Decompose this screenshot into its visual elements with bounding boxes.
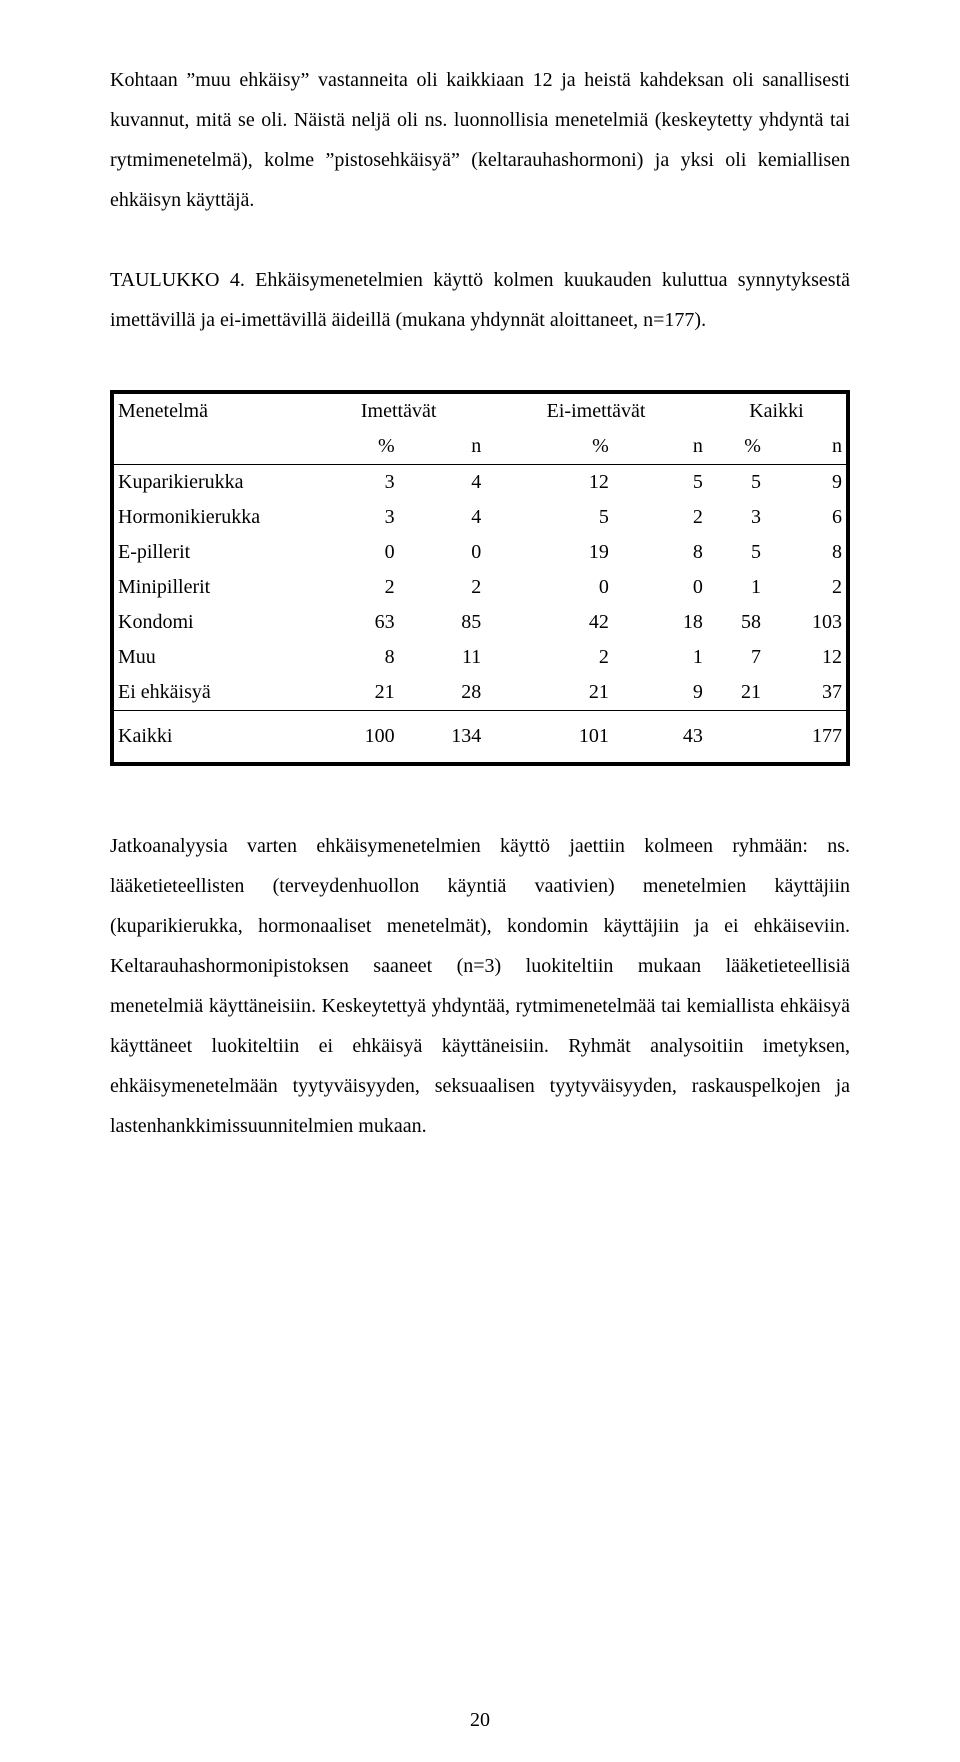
page-number: 20 [0,1709,960,1732]
cell: 2 [312,570,399,605]
cell: 177 [765,711,848,765]
col-header-method: Menetelmä [112,392,312,429]
table-row: Minipillerit 2 2 0 0 1 2 [112,570,848,605]
row-label: Kuparikierukka [112,465,312,501]
cell: 2 [765,570,848,605]
row-label: Hormonikierukka [112,500,312,535]
row-label: Minipillerit [112,570,312,605]
cell: 0 [613,570,707,605]
cell: 43 [613,711,707,765]
row-label: Kondomi [112,605,312,640]
table-row: Muu 8 11 2 1 7 12 [112,640,848,675]
cell: 21 [707,675,765,711]
document-page: Kohtaan ”muu ehkäisy” vastanneita oli ka… [0,0,960,1762]
cell: 5 [707,465,765,501]
cell: 6 [765,500,848,535]
table-total-row: Kaikki 100 134 101 43 177 [112,711,848,765]
row-label: Muu [112,640,312,675]
cell: 21 [485,675,613,711]
cell: 0 [399,535,486,570]
cell: 103 [765,605,848,640]
cell: 0 [485,570,613,605]
sub-pct-3: % [707,429,765,465]
cell: 42 [485,605,613,640]
table-header-row-2: % n % n % n [112,429,848,465]
sub-pct-1: % [312,429,399,465]
cell: 8 [312,640,399,675]
cell: 12 [765,640,848,675]
cell: 11 [399,640,486,675]
table-row: E-pillerit 0 0 19 8 5 8 [112,535,848,570]
cell [707,711,765,765]
cell: 85 [399,605,486,640]
cell: 9 [765,465,848,501]
cell: 18 [613,605,707,640]
cell: 7 [707,640,765,675]
sub-n-1: n [399,429,486,465]
table-row: Hormonikierukka 3 4 5 2 3 6 [112,500,848,535]
sub-pct-2: % [485,429,613,465]
row-label: E-pillerit [112,535,312,570]
cell: 5 [613,465,707,501]
cell: 12 [485,465,613,501]
cell: 4 [399,500,486,535]
cell: 101 [485,711,613,765]
cell: 3 [312,465,399,501]
cell: 8 [765,535,848,570]
table-row: Kuparikierukka 3 4 12 5 5 9 [112,465,848,501]
cell: 5 [707,535,765,570]
cell: 0 [312,535,399,570]
cell: 37 [765,675,848,711]
cell: 58 [707,605,765,640]
cell: 3 [312,500,399,535]
contraception-table: Menetelmä Imettävät Ei-imettävät Kaikki … [110,390,850,766]
cell: 19 [485,535,613,570]
cell: 21 [312,675,399,711]
cell: 5 [485,500,613,535]
cell: 3 [707,500,765,535]
table-header-row-1: Menetelmä Imettävät Ei-imettävät Kaikki [112,392,848,429]
cell: 134 [399,711,486,765]
cell: 8 [613,535,707,570]
cell: 63 [312,605,399,640]
col-header-group-1: Imettävät [312,392,485,429]
cell: 9 [613,675,707,711]
table-row: Kondomi 63 85 42 18 58 103 [112,605,848,640]
col-header-group-3: Kaikki [707,392,848,429]
table-caption: TAULUKKO 4. Ehkäisymenetelmien käyttö ko… [110,260,850,340]
cell: 100 [312,711,399,765]
col-header-blank [112,429,312,465]
cell: 2 [485,640,613,675]
sub-n-2: n [613,429,707,465]
cell: 2 [613,500,707,535]
paragraph-3: Jatkoanalyysia varten ehkäisymenetelmien… [110,826,850,1146]
total-label: Kaikki [112,711,312,765]
cell: 28 [399,675,486,711]
cell: 1 [707,570,765,605]
cell: 2 [399,570,486,605]
col-header-group-2: Ei-imettävät [485,392,707,429]
table-row: Ei ehkäisyä 21 28 21 9 21 37 [112,675,848,711]
cell: 1 [613,640,707,675]
paragraph-1: Kohtaan ”muu ehkäisy” vastanneita oli ka… [110,60,850,220]
row-label: Ei ehkäisyä [112,675,312,711]
sub-n-3: n [765,429,848,465]
cell: 4 [399,465,486,501]
